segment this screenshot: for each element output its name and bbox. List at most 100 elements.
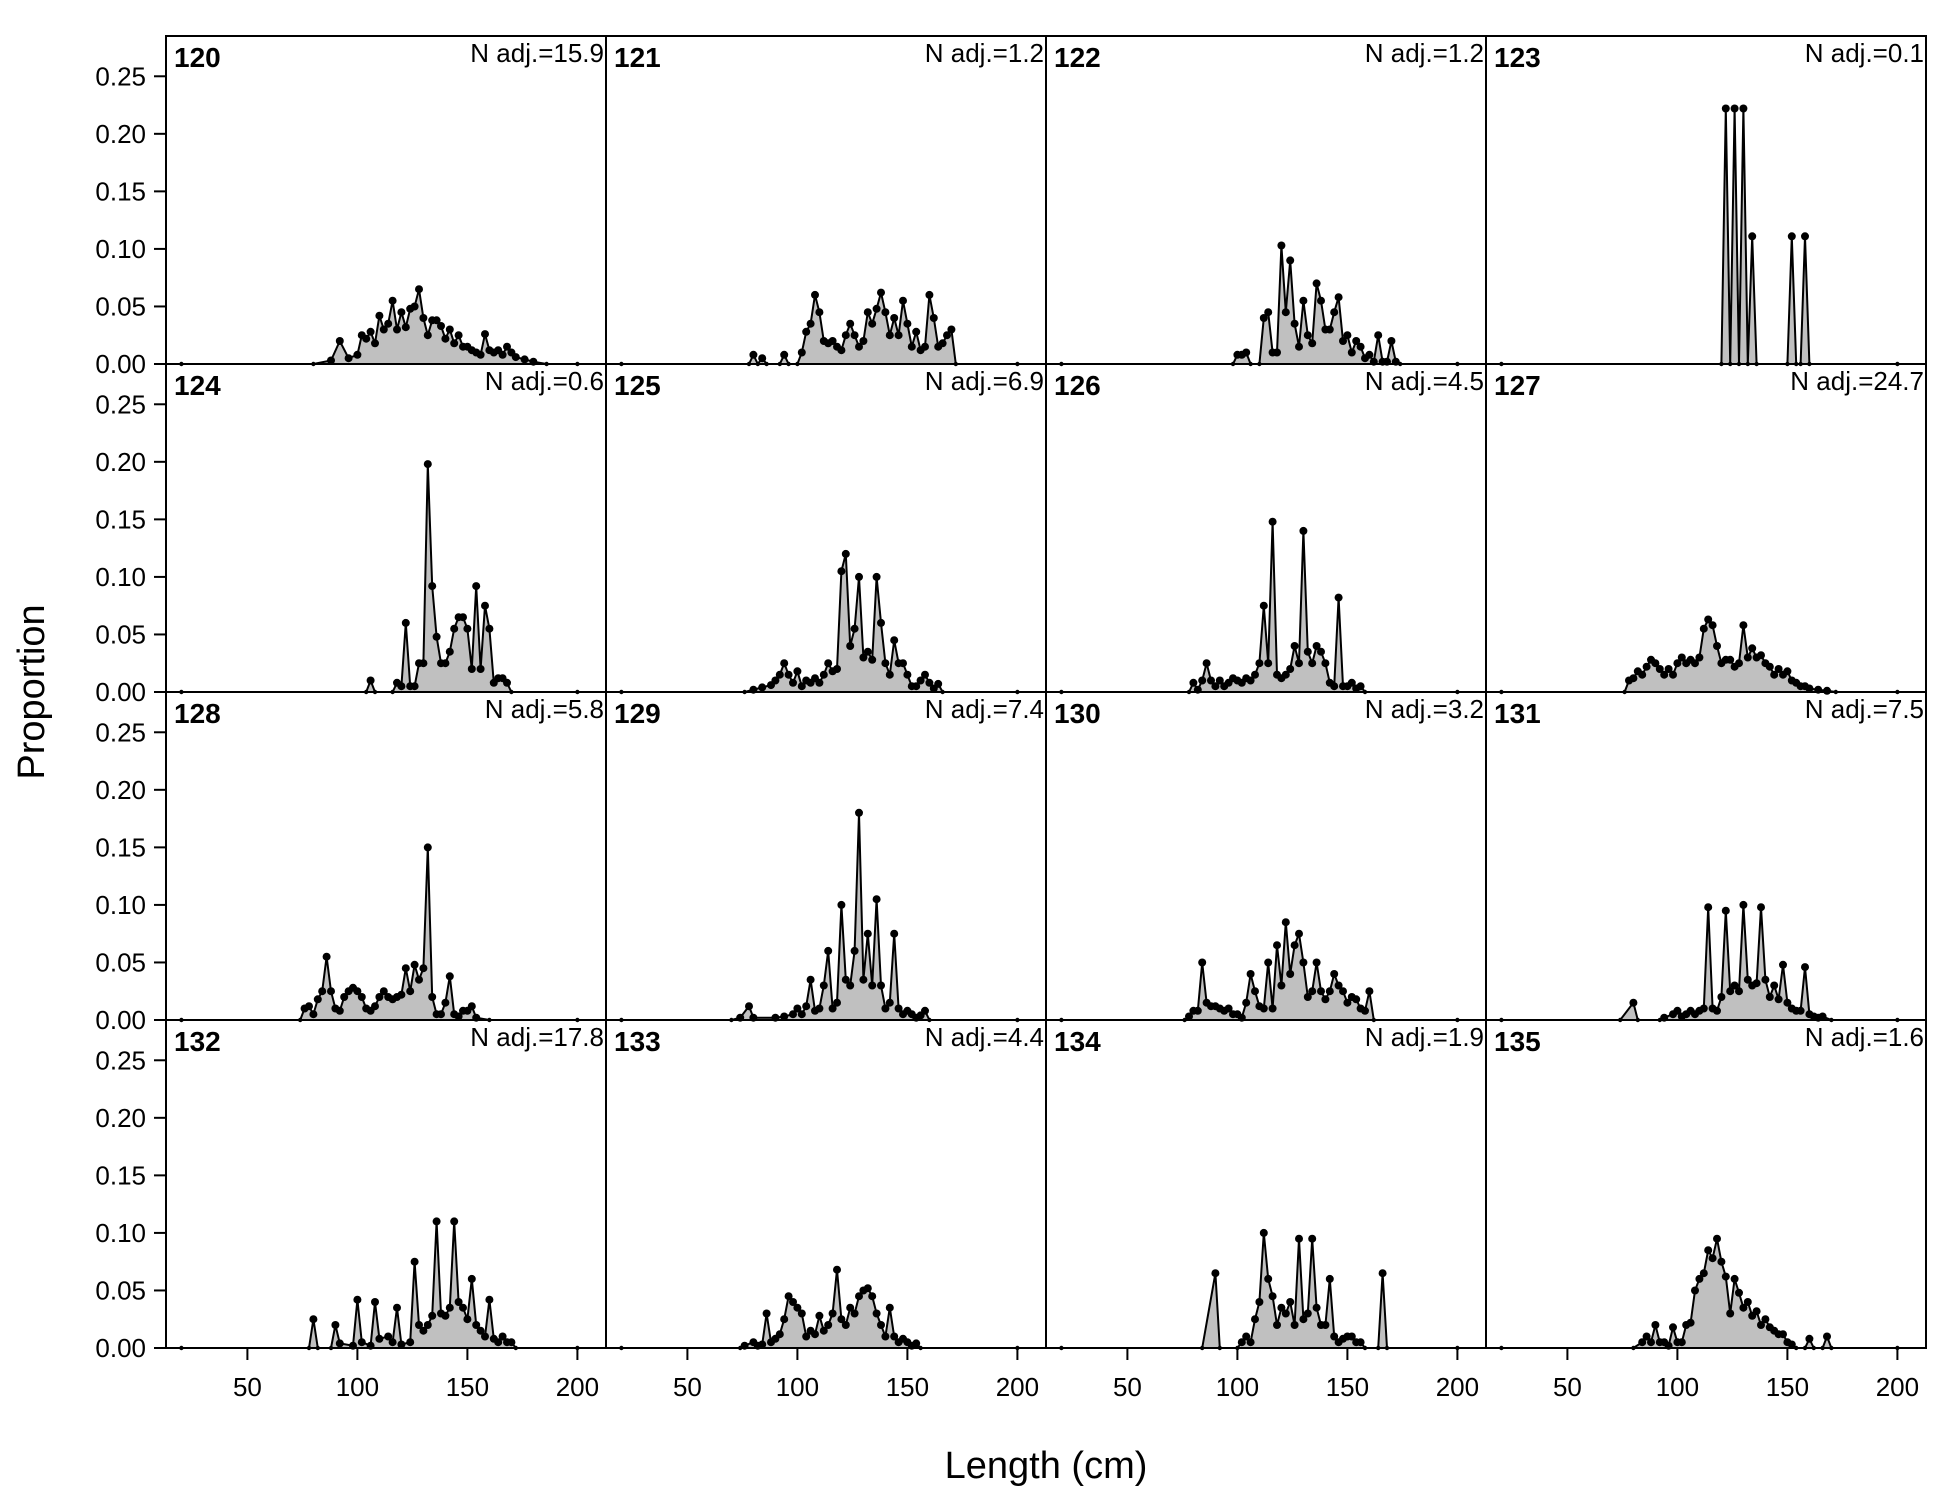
data-point	[432, 316, 441, 325]
x-tick-label: 100	[776, 1372, 819, 1402]
data-point	[520, 355, 529, 364]
data-point	[503, 678, 511, 687]
data-point	[1202, 659, 1211, 668]
data-point	[894, 331, 903, 340]
y-tick-label: 0.10	[95, 234, 146, 264]
data-point	[802, 1002, 811, 1011]
panel-frame	[165, 691, 607, 1021]
data-points	[1059, 918, 1460, 1023]
data-point	[419, 964, 428, 973]
data-point	[388, 296, 397, 305]
data-point	[1268, 517, 1277, 526]
data-point	[1726, 987, 1735, 996]
data-point	[1246, 1338, 1255, 1347]
data-point	[819, 1326, 828, 1335]
data-point	[1699, 624, 1708, 633]
panel-id-label: 128	[174, 698, 221, 729]
data-point	[1805, 684, 1814, 693]
data-point	[1251, 987, 1259, 996]
data-point	[1801, 963, 1809, 972]
panel-frame	[165, 1019, 607, 1349]
data-point	[890, 314, 899, 322]
data-point	[1255, 659, 1264, 668]
data-point	[894, 1004, 903, 1013]
data-point	[1259, 314, 1268, 322]
data-point	[797, 348, 806, 357]
data-point	[1268, 1292, 1277, 1301]
data-point	[846, 642, 855, 650]
x-axis-title: Length (cm)	[945, 1445, 1148, 1487]
data-point	[1752, 1307, 1761, 1316]
data-point	[335, 1006, 344, 1015]
data-point	[1308, 987, 1317, 996]
distribution-line	[1501, 904, 1898, 1021]
panel-123: 123 N adj.=0.1	[1485, 35, 1927, 367]
data-point	[780, 659, 789, 668]
data-point	[1299, 1315, 1308, 1324]
data-point	[1242, 998, 1251, 1007]
data-point	[1251, 1315, 1259, 1324]
data-point	[1317, 987, 1325, 996]
x-tick-label: 50	[673, 1372, 702, 1402]
data-point	[877, 618, 885, 627]
data-point	[775, 670, 784, 679]
data-point	[850, 946, 859, 955]
data-point	[1779, 960, 1787, 969]
x-tick-label: 200	[996, 1372, 1039, 1402]
data-point	[1330, 308, 1339, 317]
distribution-area	[621, 812, 1018, 1020]
distribution-area	[621, 553, 1018, 692]
data-point	[1246, 970, 1255, 978]
data-point	[1277, 981, 1286, 990]
data-point	[1224, 1004, 1233, 1013]
data-point	[1739, 900, 1748, 909]
panel-frame	[1485, 35, 1927, 365]
data-point	[485, 1295, 494, 1304]
panel-n-adj-label: N adj.=1.2	[1365, 38, 1484, 68]
y-tick-label: 0.25	[95, 61, 146, 91]
data-point	[410, 960, 419, 969]
data-point	[1290, 319, 1299, 328]
y-tick-label: 0.00	[95, 1333, 146, 1363]
data-point	[1303, 1309, 1312, 1318]
data-point	[454, 1012, 463, 1021]
data-point	[441, 998, 450, 1007]
data-point	[410, 1257, 419, 1266]
data-point	[1347, 1332, 1356, 1341]
y-tick-label: 0.00	[95, 349, 146, 379]
data-point	[415, 1321, 423, 1329]
data-point	[1330, 1332, 1339, 1341]
data-point	[1365, 350, 1374, 359]
panel-134: 134 N adj.=1.9	[1045, 1019, 1487, 1351]
data-point	[802, 1332, 811, 1341]
data-point	[1299, 526, 1308, 535]
data-point	[1264, 659, 1273, 668]
data-point	[749, 350, 758, 359]
data-point	[1286, 1298, 1295, 1306]
data-points	[179, 460, 580, 695]
data-point	[1739, 104, 1748, 113]
data-point	[1823, 1332, 1831, 1341]
data-point	[938, 339, 947, 348]
data-point	[1699, 1004, 1708, 1013]
data-point	[762, 1309, 771, 1318]
y-tick-label: 0.15	[95, 176, 146, 206]
data-point	[1251, 670, 1259, 679]
data-point	[1303, 993, 1312, 1001]
distribution-area	[181, 289, 578, 364]
data-point	[921, 1006, 929, 1015]
data-point	[450, 624, 459, 633]
panel-128: 128 N adj.=5.8	[165, 691, 607, 1023]
data-point	[1299, 296, 1308, 305]
panel-n-adj-label: N adj.=4.4	[925, 1022, 1044, 1052]
data-point	[881, 1004, 890, 1013]
panel-id-label: 122	[1054, 42, 1101, 73]
data-point	[467, 1002, 476, 1011]
data-point	[437, 322, 445, 330]
x-tick-label: 100	[336, 1372, 379, 1402]
data-point	[1343, 331, 1352, 340]
data-point	[397, 308, 406, 317]
data-point	[393, 1303, 401, 1312]
data-point	[1695, 653, 1704, 662]
panel-133: 133 N adj.=4.4	[605, 1019, 1047, 1351]
